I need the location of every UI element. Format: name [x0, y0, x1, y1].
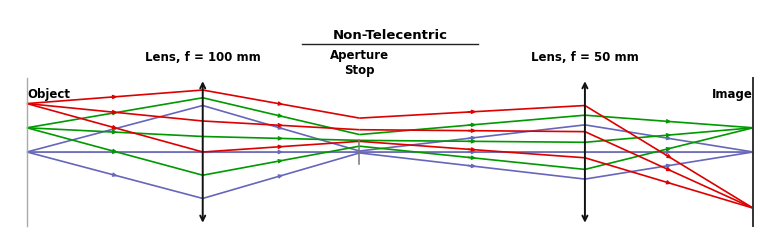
Text: Aperture
Stop: Aperture Stop: [330, 49, 389, 77]
Text: Lens, f = 100 mm: Lens, f = 100 mm: [145, 51, 261, 64]
Text: Object: Object: [27, 88, 70, 101]
Text: Image: Image: [712, 88, 753, 101]
Text: Non-Telecentric: Non-Telecentric: [332, 29, 448, 42]
Text: Lens, f = 50 mm: Lens, f = 50 mm: [531, 51, 639, 64]
